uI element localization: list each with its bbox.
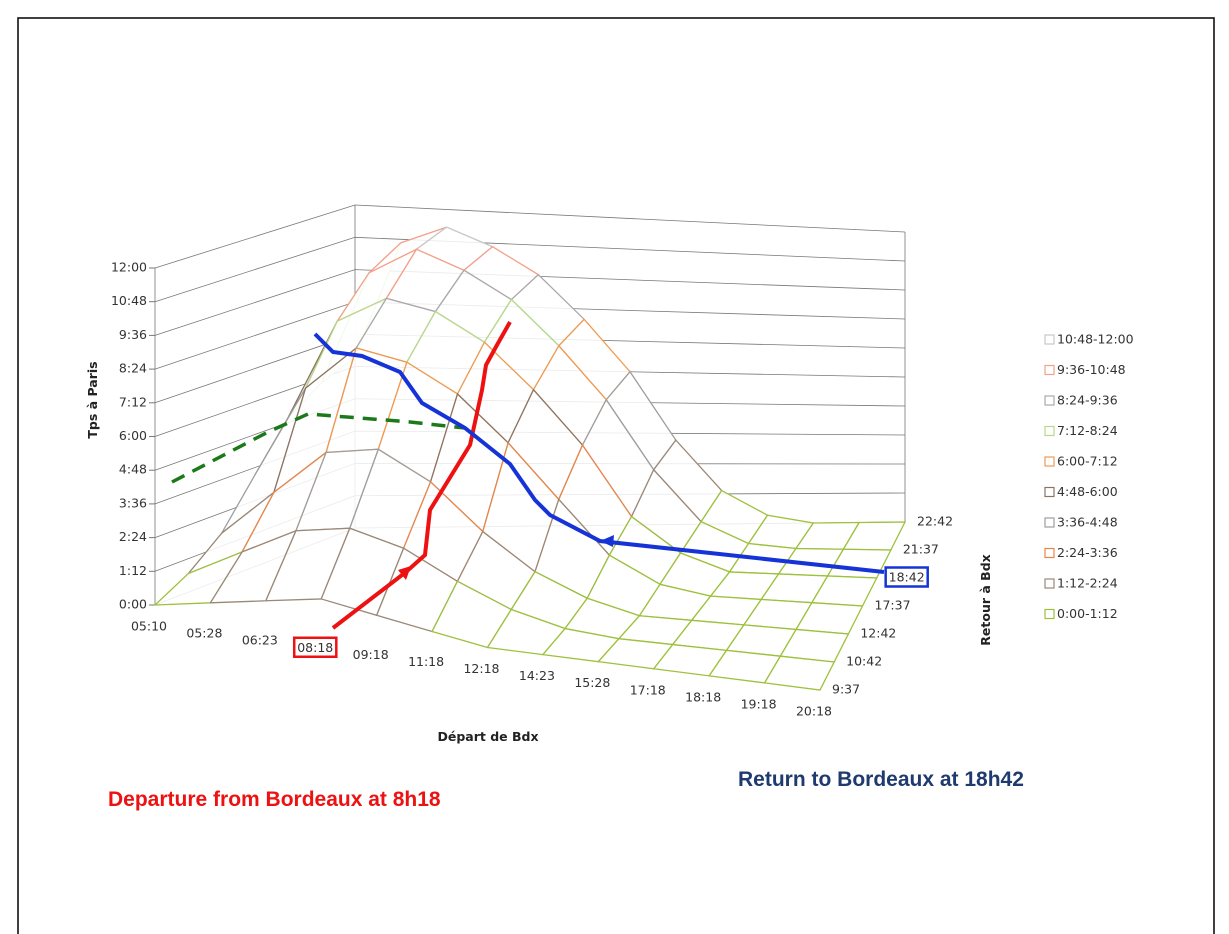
- z-tick-label: 3:36: [119, 495, 147, 510]
- legend-label: 7:12-8:24: [1057, 423, 1118, 438]
- x-tick-label: 12:18: [463, 661, 499, 676]
- x-axis-title: Départ de Bdx: [437, 729, 538, 744]
- blue-path: [313, 332, 885, 574]
- legend-swatch: [1044, 334, 1055, 345]
- legend-label: 0:00-1:12: [1057, 606, 1118, 621]
- surface-cell: [763, 655, 836, 691]
- y-tick-label: 21:37: [903, 542, 939, 557]
- y-tick-label: 9:37: [832, 682, 860, 697]
- caption-return: Return to Bordeaux at 18h42: [738, 768, 1024, 791]
- y-tick-label: 18:42: [889, 570, 925, 585]
- legend-swatch: [1044, 425, 1055, 437]
- legend-label: 2:24-3:36: [1057, 545, 1118, 560]
- green-path: [171, 412, 466, 484]
- legend-swatch: [1044, 608, 1055, 620]
- legend-swatch: [1044, 486, 1055, 498]
- x-tick-label: 05:10: [131, 619, 167, 634]
- x-tick-label: 08:18: [297, 640, 333, 655]
- legend-label: 4:48-6:00: [1057, 484, 1118, 499]
- z-axis-title: Tps à Paris: [85, 361, 100, 438]
- x-tick-label: 17:18: [630, 682, 666, 697]
- legend-label: 9:36-10:48: [1057, 362, 1126, 377]
- red-arrow: [398, 566, 411, 580]
- legend-swatch: [1044, 395, 1055, 406]
- z-tick-label: 8:24: [119, 361, 147, 376]
- red-path: [331, 321, 512, 630]
- highlight-box: [884, 566, 929, 588]
- z-tick-label: 9:36: [119, 327, 147, 342]
- legend-swatch: [1044, 456, 1055, 467]
- frame: [17, 17, 1215, 934]
- blue-arrow: [600, 535, 614, 547]
- legend-label: 3:36-4:48: [1057, 515, 1118, 530]
- x-tick-label: 06:23: [242, 633, 278, 648]
- x-tick-label: 09:18: [353, 647, 389, 662]
- x-tick-label: 18:18: [685, 689, 721, 704]
- z-tick-label: 0:00: [119, 597, 147, 612]
- legend-swatch: [1044, 578, 1055, 589]
- z-tick-label: 1:12: [119, 563, 147, 578]
- x-tick-label: 05:28: [186, 626, 222, 641]
- legend-label: 8:24-9:36: [1057, 393, 1118, 408]
- x-tick-label: 15:28: [574, 675, 610, 690]
- x-tick-label: 19:18: [741, 696, 777, 711]
- legend-label: 1:12-2:24: [1057, 576, 1118, 591]
- highlight-box: [292, 636, 338, 658]
- grid-line: [154, 204, 906, 269]
- z-tick-label: 6:00: [119, 428, 147, 443]
- y-tick-label: 10:42: [846, 654, 882, 669]
- y-axis-title: Retour à Bdx: [978, 554, 993, 645]
- y-tick-label: 22:42: [917, 514, 953, 529]
- y-tick-label: 17:37: [875, 598, 911, 613]
- legend-swatch: [1044, 547, 1055, 559]
- legend-label: 10:48-12:00: [1057, 332, 1134, 347]
- z-tick-label: 4:48: [119, 462, 147, 477]
- z-tick-label: 10:48: [111, 293, 147, 308]
- z-tick-label: 7:12: [119, 394, 147, 409]
- y-tick-label: 12:42: [860, 626, 896, 641]
- caption-departure: Departure from Bordeaux at 8h18: [108, 788, 441, 811]
- z-tick-label: 12:00: [111, 260, 147, 275]
- z-tick-label: 2:24: [119, 529, 147, 544]
- legend-swatch: [1044, 517, 1055, 528]
- legend-label: 6:00-7:12: [1057, 454, 1118, 469]
- x-tick-label: 14:23: [519, 668, 555, 683]
- x-tick-label: 11:18: [408, 654, 444, 669]
- legend-swatch: [1044, 364, 1055, 376]
- x-tick-label: 20:18: [796, 704, 832, 719]
